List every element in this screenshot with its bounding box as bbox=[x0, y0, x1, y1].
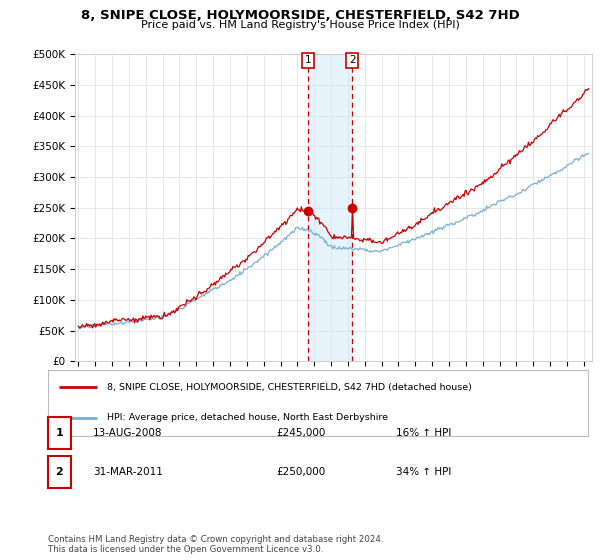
Bar bbox=[308, 54, 352, 361]
Text: 16% ↑ HPI: 16% ↑ HPI bbox=[396, 428, 451, 438]
Text: 31-MAR-2011: 31-MAR-2011 bbox=[93, 468, 163, 477]
Text: 1: 1 bbox=[304, 55, 311, 66]
Text: 13-AUG-2008: 13-AUG-2008 bbox=[93, 428, 163, 438]
Text: 8, SNIPE CLOSE, HOLYMOORSIDE, CHESTERFIELD, S42 7HD: 8, SNIPE CLOSE, HOLYMOORSIDE, CHESTERFIE… bbox=[80, 9, 520, 22]
Text: 34% ↑ HPI: 34% ↑ HPI bbox=[396, 468, 451, 477]
Text: Price paid vs. HM Land Registry's House Price Index (HPI): Price paid vs. HM Land Registry's House … bbox=[140, 20, 460, 30]
Text: Contains HM Land Registry data © Crown copyright and database right 2024.
This d: Contains HM Land Registry data © Crown c… bbox=[48, 535, 383, 554]
Text: 2: 2 bbox=[349, 55, 355, 66]
Text: £245,000: £245,000 bbox=[276, 428, 325, 438]
Text: £250,000: £250,000 bbox=[276, 468, 325, 477]
Text: 2: 2 bbox=[56, 468, 63, 477]
Text: HPI: Average price, detached house, North East Derbyshire: HPI: Average price, detached house, Nort… bbox=[107, 413, 388, 422]
Text: 1: 1 bbox=[56, 428, 63, 438]
Text: 8, SNIPE CLOSE, HOLYMOORSIDE, CHESTERFIELD, S42 7HD (detached house): 8, SNIPE CLOSE, HOLYMOORSIDE, CHESTERFIE… bbox=[107, 383, 472, 392]
